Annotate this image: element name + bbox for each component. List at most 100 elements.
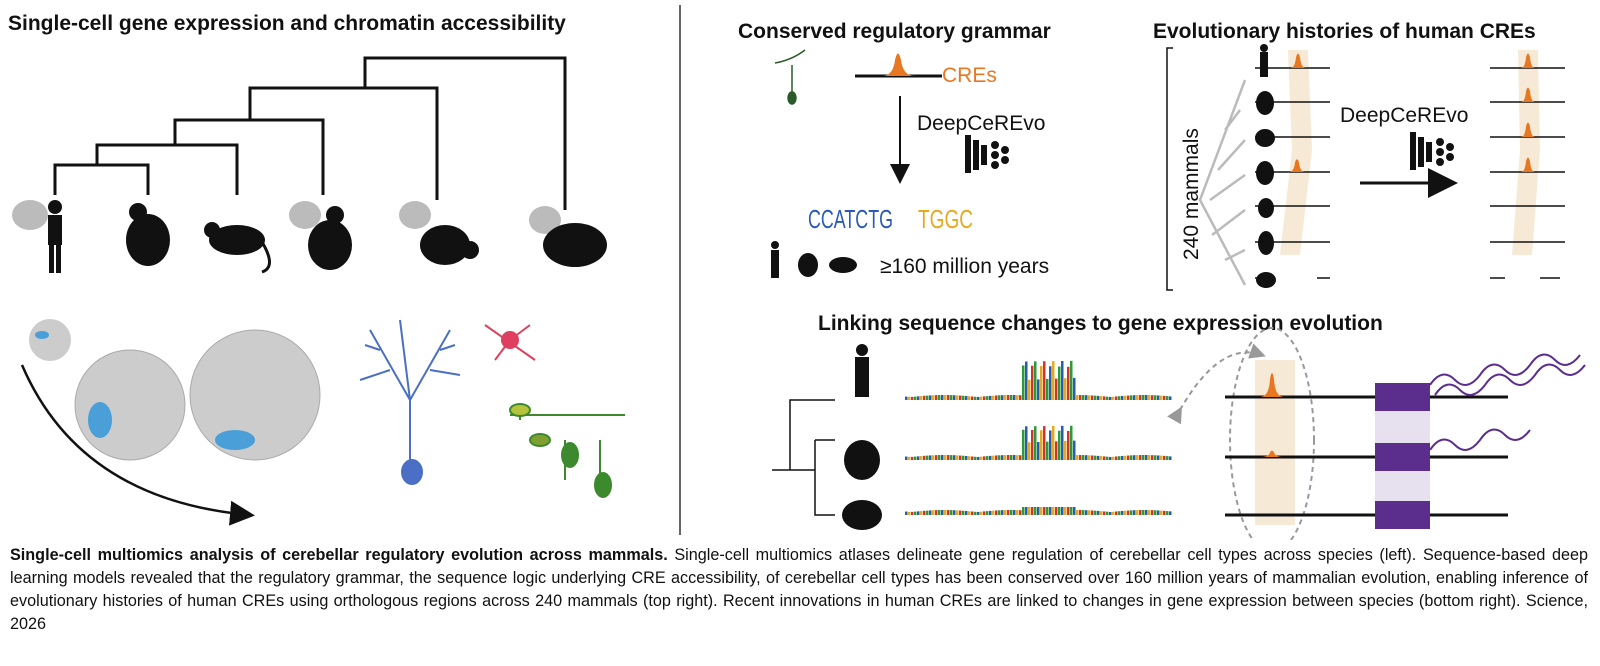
tss-arrow-icon xyxy=(1381,367,1399,383)
gene-band xyxy=(1375,383,1430,529)
cre-peak xyxy=(882,53,915,76)
logo-letter xyxy=(1010,395,1013,400)
cre-peak xyxy=(1260,373,1284,397)
histories-model-label: DeepCeREvo xyxy=(1340,104,1468,127)
logo-letter xyxy=(1088,455,1091,460)
logo-letter xyxy=(986,396,989,400)
logo-letter xyxy=(1121,455,1124,460)
logo-letter xyxy=(1112,456,1115,460)
logo-letter xyxy=(1010,455,1013,460)
logo-letter xyxy=(995,395,998,400)
logo-letter xyxy=(965,455,968,460)
logo-letter xyxy=(935,510,938,515)
logo-letter xyxy=(1019,395,1022,400)
cre-peak xyxy=(1290,53,1306,68)
logo-letter xyxy=(1163,395,1166,400)
logo-letter xyxy=(920,456,923,460)
logo-letter xyxy=(1133,395,1136,400)
logo-letter xyxy=(1040,365,1043,400)
logo-letter xyxy=(1103,456,1106,460)
logo-letter xyxy=(1043,361,1046,400)
logo-letter xyxy=(1130,510,1133,515)
logo-letter xyxy=(1151,455,1154,460)
logo-letter xyxy=(926,395,929,400)
logo-letter xyxy=(1052,361,1055,400)
logo-letter xyxy=(1169,456,1172,460)
logo-letter xyxy=(1037,441,1040,460)
logo-letter xyxy=(1031,365,1034,400)
logo-letter xyxy=(905,456,908,460)
species-silhouettes xyxy=(12,200,607,274)
logo-letter xyxy=(938,510,941,515)
logo-letter xyxy=(959,455,962,460)
logo-letter xyxy=(1001,510,1004,515)
logo-letter xyxy=(1136,455,1139,460)
logo-letter xyxy=(968,456,971,460)
caption-title: Single-cell multiomics analysis of cereb… xyxy=(10,546,668,564)
logo-letter xyxy=(1127,455,1130,460)
logo-letter xyxy=(1157,455,1160,460)
logo-letter xyxy=(1115,396,1118,400)
logo-letter xyxy=(1166,396,1169,400)
logo-letter xyxy=(1049,366,1052,400)
chimpanzee-icon xyxy=(126,203,170,266)
logo-letter xyxy=(1121,395,1124,400)
logo-letter xyxy=(1073,507,1076,515)
logo-letter xyxy=(914,456,917,460)
logo-letter xyxy=(941,395,944,400)
logo-letter xyxy=(974,511,977,515)
logo-letter xyxy=(953,510,956,515)
logo-letter xyxy=(1091,395,1094,400)
logo-letter xyxy=(1145,510,1148,515)
logo-letter xyxy=(1031,507,1034,515)
logo-letter xyxy=(950,395,953,400)
logo-letter xyxy=(1139,455,1142,460)
logo-letter xyxy=(1073,440,1076,460)
histories-title: Evolutionary histories of human CREs xyxy=(1153,20,1536,43)
logo-letter xyxy=(1022,429,1025,460)
logo-letter xyxy=(1142,455,1145,460)
tss-arrow-icon xyxy=(1381,427,1399,443)
logo-letter xyxy=(1136,510,1139,515)
logo-letter xyxy=(1013,455,1016,460)
logo-letter xyxy=(935,455,938,460)
logo-letter xyxy=(1124,455,1127,460)
logo-letter xyxy=(998,395,1001,400)
logo-letter xyxy=(944,510,947,515)
logo-letter xyxy=(998,455,1001,460)
logo-letter xyxy=(1037,507,1040,515)
cre-peak xyxy=(1260,450,1284,457)
logo-letter xyxy=(1169,396,1172,400)
left-panel-title: Single-cell gene expression and chromati… xyxy=(8,12,566,35)
logo-letter xyxy=(1043,426,1046,460)
logo-letter xyxy=(950,510,953,515)
logo-letter xyxy=(908,456,911,460)
logo-letter xyxy=(983,396,986,400)
gene-body xyxy=(1375,501,1430,529)
logo-letter xyxy=(986,456,989,460)
logo-letter xyxy=(1142,395,1145,400)
logo-letter xyxy=(983,511,986,515)
mammal-tree xyxy=(1198,79,1247,286)
logo-letter xyxy=(1004,455,1007,460)
cre-band xyxy=(1280,50,1312,255)
human-icon xyxy=(12,200,62,273)
logo-letter xyxy=(1067,430,1070,460)
logo-letter xyxy=(1115,511,1118,515)
logo-letter xyxy=(1052,507,1055,515)
logo-letter xyxy=(1097,455,1100,460)
logo-letter xyxy=(920,511,923,515)
logo-letter xyxy=(923,510,926,515)
logo-letter xyxy=(1124,510,1127,515)
logo-letter xyxy=(905,511,908,515)
logo-letter xyxy=(920,396,923,400)
logo-letter xyxy=(929,395,932,400)
logo-letter xyxy=(1109,456,1112,460)
linking-species-icons xyxy=(842,344,882,530)
logo-letter xyxy=(953,395,956,400)
brain-development xyxy=(20,317,321,526)
cre-peak xyxy=(1521,157,1535,172)
logo-letter xyxy=(989,510,992,515)
logo-letter xyxy=(1049,507,1052,515)
logo-letter xyxy=(971,511,974,515)
